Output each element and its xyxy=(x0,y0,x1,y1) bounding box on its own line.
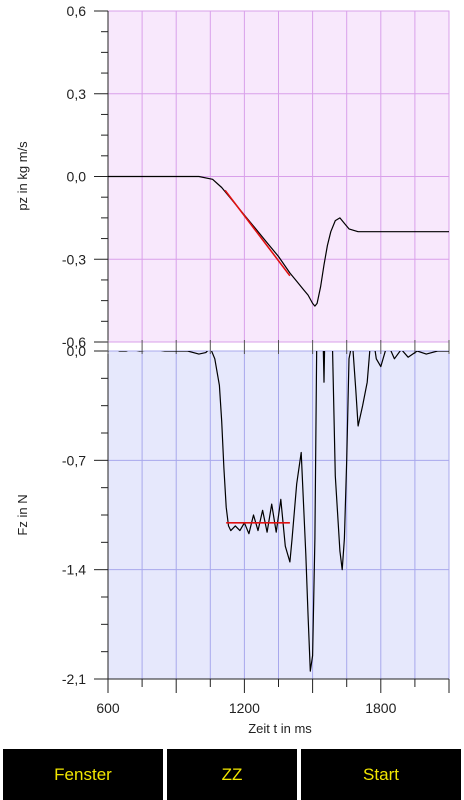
x-axis-label: Zeit t in ms xyxy=(248,721,312,736)
pz-chart: 0,6 0,3 0,0 -0,3 -0,6 pz in kg m/s xyxy=(15,3,450,350)
top-fit-line xyxy=(224,189,291,277)
top-signal-line xyxy=(108,175,449,307)
x-tick-label: 1200 xyxy=(229,700,260,716)
pz-y-tick-labels: 0,6 0,3 0,0 -0,3 -0,6 xyxy=(62,3,86,350)
x-tick-label: 600 xyxy=(96,700,120,716)
top-y-tick-label: -0,6 xyxy=(62,334,86,350)
bot-y-tick-label: 0,0 xyxy=(67,343,87,359)
fz-tick-marks xyxy=(94,340,450,693)
pz-y-axis-label: pz in kg m/s xyxy=(15,141,30,211)
x-tick-labels: 600 1200 1800 xyxy=(96,700,396,716)
fz-series xyxy=(108,351,449,672)
bot-y-tick-label: -0,7 xyxy=(62,452,86,468)
zz-button[interactable]: ZZ xyxy=(167,749,297,800)
top-y-tick-label: 0,6 xyxy=(67,3,87,19)
bot-y-tick-label: -2,1 xyxy=(62,671,86,687)
fz-y-tick-labels: 0,0 -0,7 -1,4 -2,1 xyxy=(62,343,86,687)
x-tick-label: 1800 xyxy=(365,700,396,716)
bot-signal-line xyxy=(108,351,449,672)
fz-chart: 0,0 -0,7 -1,4 -2,1 600 1200 1800 Fz in N Zeit… xyxy=(15,340,450,736)
pz-series xyxy=(108,175,449,307)
fz-y-axis-label: Fz in N xyxy=(15,494,30,535)
fenster-button[interactable]: Fenster xyxy=(3,749,163,800)
button-bar: Fenster ZZ Start xyxy=(0,749,464,800)
top-y-tick-label: -0,3 xyxy=(62,251,86,267)
top-y-tick-label: 0,3 xyxy=(67,86,87,102)
pz-tick-marks xyxy=(94,10,109,343)
top-y-tick-label: 0,0 xyxy=(67,169,87,185)
start-button[interactable]: Start xyxy=(301,749,461,800)
bot-y-tick-label: -1,4 xyxy=(62,562,86,578)
chart-area: 0,6 0,3 0,0 -0,3 -0,6 pz in kg m/s 0,0 -0,7 -1… xyxy=(15,3,450,736)
